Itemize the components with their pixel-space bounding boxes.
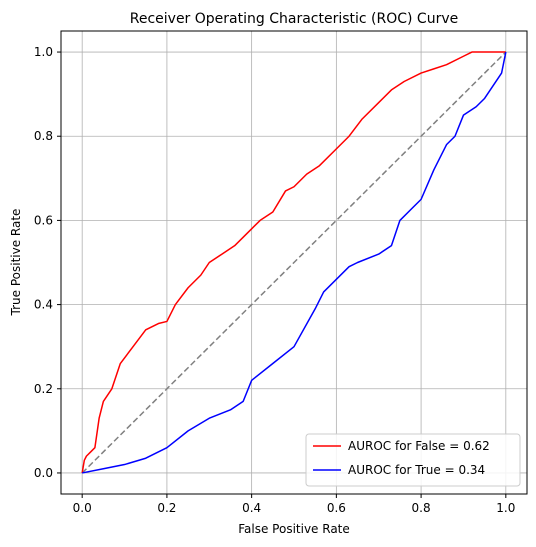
series-line-true bbox=[82, 51, 507, 474]
legend-box bbox=[305, 433, 521, 487]
x-tick-label: 1.0 bbox=[496, 501, 515, 515]
y-tick-label: 0.6 bbox=[34, 213, 53, 227]
x-tick-label: 0.4 bbox=[242, 501, 261, 515]
plot-frame bbox=[60, 30, 528, 495]
x-tick-label: 0.8 bbox=[412, 501, 431, 515]
grid bbox=[61, 31, 527, 494]
y-tick-label: 0.8 bbox=[34, 129, 53, 143]
series-layer bbox=[81, 51, 507, 474]
x-tick-label: 0.2 bbox=[157, 501, 176, 515]
chart-title: Receiver Operating Characteristic (ROC) … bbox=[130, 11, 459, 27]
legend-label-false: AUROC for False = 0.62 bbox=[348, 439, 490, 453]
x-axis-label: False Positive Rate bbox=[238, 522, 350, 536]
x-tick-label: 0.6 bbox=[327, 501, 346, 515]
y-tick-label: 0.4 bbox=[34, 298, 53, 312]
y-tick-label: 1.0 bbox=[34, 45, 53, 59]
legend-label-true: AUROC for True = 0.34 bbox=[348, 463, 485, 477]
axis-ticks: 0.0 0.2 0.4 0.6 0.8 1.0 0.0 0.2 0.4 0.6 0.8 1.0 bbox=[34, 45, 515, 515]
y-tick-label: 0.2 bbox=[34, 382, 53, 396]
y-axis-label: True Positive Rate bbox=[9, 209, 23, 317]
x-tick-label: 0.0 bbox=[73, 501, 92, 515]
y-tick-label: 0.0 bbox=[34, 466, 53, 480]
series-line-chance bbox=[81, 51, 507, 474]
legend: AUROC for False = 0.62 AUROC for True = … bbox=[305, 433, 521, 487]
series-line-false bbox=[81, 51, 506, 474]
